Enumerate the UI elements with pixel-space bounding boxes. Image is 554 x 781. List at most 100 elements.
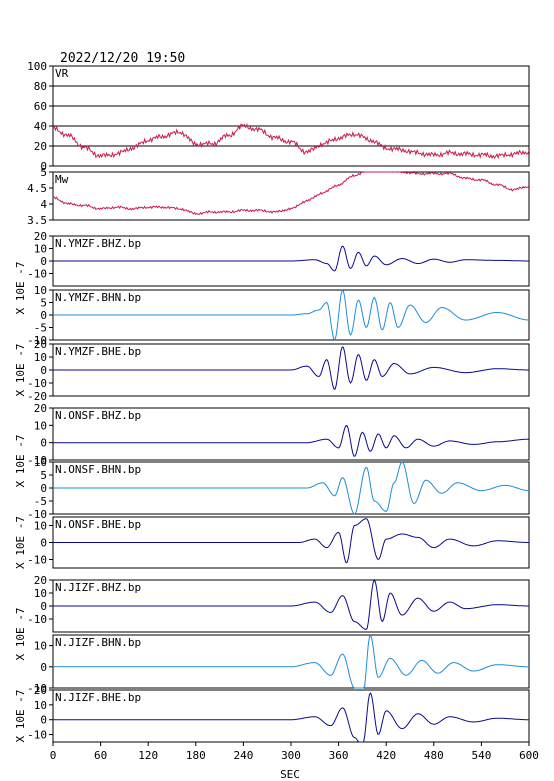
y-tick-label: 4 [40,198,47,211]
panel-onsf-bhz: -10 0 10 20 N.ONSF.BHZ.bp [27,402,530,467]
y-tick-label: -10 [27,334,47,347]
y-tick-label: 40 [34,120,47,133]
y-axis-unit-label: X 10E -7 [14,516,27,569]
y-axis-unit-label: X 10E -7 [14,435,27,488]
trace-line [53,346,529,390]
panel-title: N.JIZF.BHZ.bp [55,581,141,594]
y-tick-label: 20 [34,140,47,153]
trace-line [53,692,529,743]
panel-vr: 0 20 40 60 80 100 VR [27,60,530,173]
y-tick-label: -5 [34,322,47,335]
panel-title: VR [55,67,69,80]
y-tick-label: -10 [27,613,47,626]
y-tick-label: -10 [27,682,47,695]
x-tick-label: 180 [186,749,206,762]
y-tick-label: -5 [34,495,47,508]
x-tick-label: 60 [94,749,107,762]
y-axis-unit-label: X 10E -7 [14,344,27,397]
y-tick-label: -10 [27,729,47,742]
panel-frame [52,407,530,461]
y-tick-label: -20 [27,390,47,403]
y-tick-label: 0 [40,537,47,550]
panel-title: N.JIZF.BHE.bp [55,691,141,704]
trace-line [53,289,529,341]
x-tick-label: 300 [281,749,301,762]
panel-title: N.YMZF.BHN.bp [55,291,141,304]
y-tick-label: -10 [27,554,47,567]
x-axis: 0 60 120 180 240 300 360 420 480 540 600 [50,742,539,762]
y-tick-label: 80 [34,80,47,93]
y-tick-label: 20 [34,402,47,415]
x-tick-label: 0 [50,749,57,762]
panels-layer: 020406080100VR3.544.55Mw-1001020N.YMZF.B… [14,60,530,743]
y-tick-label: 10 [34,351,47,364]
y-tick-label: 0 [40,437,47,450]
panel-title: N.ONSF.BHE.bp [55,518,141,531]
y-tick-label: 20 [34,684,47,697]
y-tick-label: 10 [34,587,47,600]
y-tick-label: 60 [34,100,47,113]
y-tick-label: 0 [40,160,47,173]
panel-title: N.YMZF.BHE.bp [55,345,141,358]
trace-line [52,123,530,160]
y-axis-unit-label: X 10E -7 [14,262,27,315]
y-tick-label: 0 [40,482,47,495]
y-tick-label: 20 [34,338,47,351]
y-tick-label: 10 [34,419,47,432]
y-tick-label: 10 [34,243,47,256]
panel-onsf-bhe: -10 0 10 N.ONSF.BHE.bp [27,516,530,569]
y-tick-label: 10 [34,699,47,712]
x-tick-label: 480 [424,749,444,762]
trace-line [53,424,529,457]
y-tick-label: -10 [27,268,47,281]
panel-title: N.JIZF.BHN.bp [55,636,141,649]
y-tick-label: 10 [34,640,47,653]
x-tick-label: 240 [233,749,253,762]
panel-mw: 3.5 4 4.5 5 Mw [27,166,530,227]
y-tick-label: 0 [40,255,47,268]
y-axis-unit-label: X 10E -7 [14,608,27,661]
trace-line [53,634,529,689]
y-tick-label: 5 [40,166,47,179]
y-tick-label: -10 [27,377,47,390]
y-tick-label: 5 [40,297,47,310]
y-tick-label: 3.5 [27,214,47,227]
panel-title: Mw [55,173,69,186]
x-tick-label: 540 [471,749,491,762]
y-tick-label: 100 [27,60,47,73]
y-tick-label: 20 [34,574,47,587]
y-tick-label: 10 [34,456,47,469]
panel-title: N.YMZF.BHZ.bp [55,237,141,250]
x-tick-label: 120 [138,749,158,762]
trace-line [53,578,529,630]
x-tick-label: 600 [519,749,539,762]
y-tick-label: 0 [40,714,47,727]
y-tick-label: 10 [34,520,47,533]
y-tick-label: 10 [34,284,47,297]
y-tick-label: -10 [27,454,47,467]
y-tick-label: 5 [40,469,47,482]
panel-jizf-bhn: -10 0 10 N.JIZF.BHN.bp [27,634,530,695]
panel-jizf-bhe: -10 0 10 20 N.JIZF.BHE.bp [27,684,530,743]
y-tick-label: 0 [40,309,47,322]
panel-frame [52,65,530,167]
y-tick-label: 0 [40,600,47,613]
y-tick-label: 0 [40,364,47,377]
trace-line [53,245,529,272]
trace-line [53,518,529,564]
y-tick-label: 20 [34,230,47,243]
x-tick-label: 420 [376,749,396,762]
panel-title: N.ONSF.BHZ.bp [55,409,141,422]
x-axis-label: SEC [280,768,300,781]
x-tick-label: 360 [329,749,349,762]
panel-frame [52,171,530,221]
trace-line [53,461,529,515]
datetime-label: 2022/12/20 19:50 [60,51,185,66]
panel-title: N.ONSF.BHN.bp [55,463,141,476]
